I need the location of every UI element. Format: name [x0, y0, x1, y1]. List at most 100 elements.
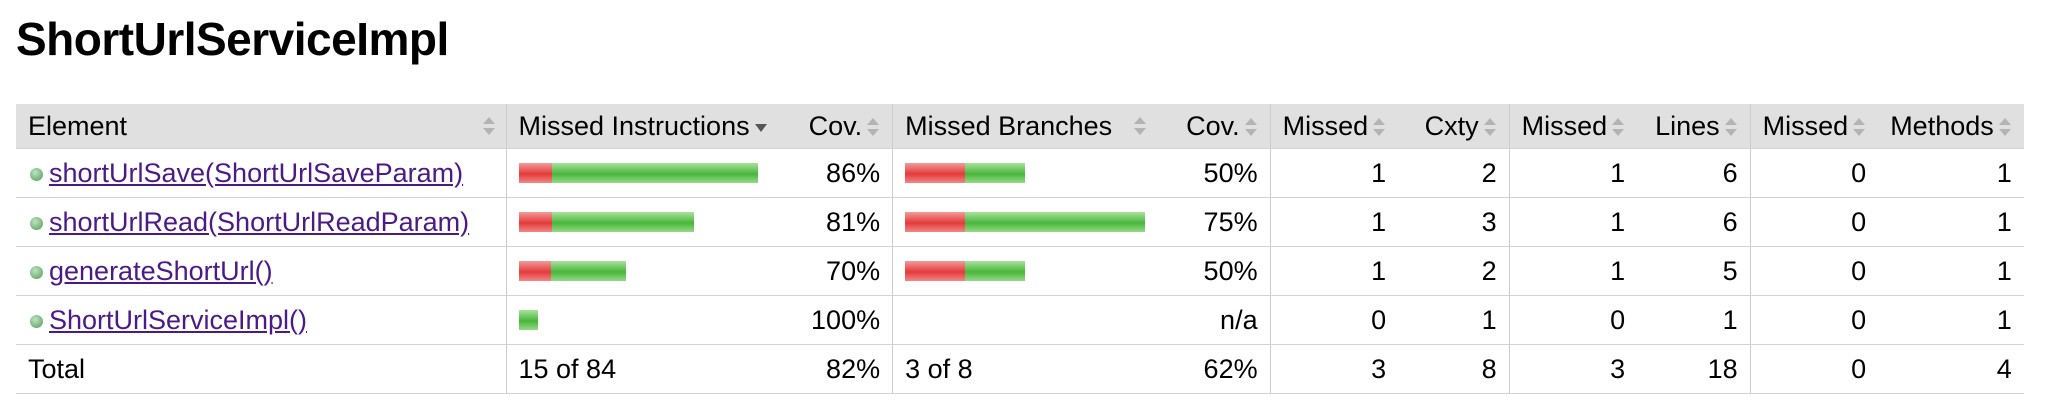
- col-header-lines[interactable]: Lines: [1637, 104, 1751, 149]
- sort-icon: [1483, 118, 1497, 137]
- branch-coverage-bar: [905, 163, 1145, 183]
- col-header-label: Lines: [1655, 110, 1720, 141]
- missed-complexity-value: 1: [1270, 246, 1399, 296]
- table-row: ShortUrlServiceImpl() 100% n/a 0 1 0 1 0…: [16, 295, 2024, 345]
- covered-segment: [965, 261, 1026, 281]
- instruction-coverage-bar: [518, 163, 768, 183]
- instruction-coverage-bar: [518, 261, 768, 281]
- instruction-coverage-bar: [518, 310, 768, 330]
- branch-coverage-bar: [905, 310, 1145, 330]
- branch-coverage-value: n/a: [1157, 295, 1271, 345]
- complexity-value: 2: [1398, 246, 1510, 296]
- element-link[interactable]: shortUrlSave(ShortUrlSaveParam): [49, 157, 464, 188]
- col-header-missed-complexity[interactable]: Missed: [1270, 104, 1399, 149]
- instruction-coverage-value: 100%: [779, 295, 894, 345]
- missed-methods-value: 0: [1750, 295, 1879, 345]
- sort-icon: [1244, 118, 1258, 137]
- sort-icon: [1133, 117, 1147, 135]
- col-header-label: Missed: [1521, 110, 1608, 141]
- total-complexity: 8: [1398, 344, 1510, 394]
- lines-value: 6: [1637, 197, 1751, 247]
- element-link[interactable]: shortUrlRead(ShortUrlReadParam): [49, 206, 470, 237]
- col-header-label: Cxty: [1424, 110, 1479, 141]
- table-row: shortUrlRead(ShortUrlReadParam) 81% 75% …: [16, 197, 2024, 247]
- instruction-bar-cell: [506, 197, 780, 247]
- missed-segment: [905, 163, 966, 183]
- covered-segment: [518, 310, 538, 330]
- element-cell: ShortUrlServiceImpl(): [16, 295, 507, 345]
- branch-bar-cell: [892, 148, 1158, 198]
- total-instruction-coverage: 82%: [779, 344, 894, 394]
- missed-segment: [905, 261, 966, 281]
- total-label: Total: [16, 344, 507, 394]
- missed-lines-value: 1: [1509, 246, 1638, 296]
- col-header-label: Missed: [1282, 110, 1369, 141]
- lines-value: 6: [1637, 148, 1751, 198]
- instruction-coverage-value: 81%: [779, 197, 894, 247]
- total-branches: 3 of 8: [892, 344, 1158, 394]
- instruction-bar-cell: [506, 148, 780, 198]
- col-header-label: Element: [28, 110, 128, 141]
- methods-value: 1: [1878, 295, 2024, 345]
- complexity-value: 2: [1398, 148, 1510, 198]
- total-instructions: 15 of 84: [506, 344, 780, 394]
- table-row: generateShortUrl() 70% 50% 1 2 1 5 0 1: [16, 246, 2024, 296]
- sort-icon: [1372, 118, 1386, 137]
- table-header-row: Element Missed Instructions Cov. Missed …: [16, 104, 2024, 149]
- method-icon: [30, 167, 43, 181]
- col-header-missed-instructions[interactable]: Missed Instructions: [506, 104, 780, 149]
- total-missed-methods: 0: [1750, 344, 1879, 394]
- page-title: ShortUrlServiceImpl: [16, 13, 449, 65]
- branch-bar-cell: [892, 295, 1158, 345]
- instruction-coverage-value: 86%: [779, 148, 894, 198]
- total-missed-lines: 3: [1509, 344, 1638, 394]
- missed-segment: [518, 261, 551, 281]
- complexity-value: 1: [1398, 295, 1510, 345]
- element-cell: shortUrlRead(ShortUrlReadParam): [16, 197, 507, 247]
- method-icon: [30, 265, 43, 279]
- sort-icon: [1852, 118, 1866, 137]
- instruction-bar-cell: [506, 295, 780, 345]
- method-icon: [30, 216, 43, 230]
- col-header-missed-lines[interactable]: Missed: [1509, 104, 1638, 149]
- total-lines: 18: [1637, 344, 1751, 394]
- col-header-label: Missed: [1762, 110, 1849, 141]
- col-header-missed-branches[interactable]: Missed Branches: [892, 104, 1158, 149]
- element-link[interactable]: ShortUrlServiceImpl(): [49, 304, 308, 335]
- covered-segment: [551, 212, 694, 232]
- missed-complexity-value: 1: [1270, 197, 1399, 247]
- sort-icon: [482, 117, 496, 135]
- element-link[interactable]: generateShortUrl(): [49, 255, 273, 286]
- col-header-label: Missed Branches: [905, 110, 1113, 141]
- total-branch-coverage: 62%: [1157, 344, 1271, 394]
- missed-methods-value: 0: [1750, 197, 1879, 247]
- missed-lines-value: 0: [1509, 295, 1638, 345]
- missed-segment: [905, 212, 966, 232]
- element-cell: shortUrlSave(ShortUrlSaveParam): [16, 148, 507, 198]
- methods-value: 1: [1878, 246, 2024, 296]
- method-icon: [30, 314, 43, 328]
- branch-coverage-bar: [905, 212, 1146, 232]
- missed-complexity-value: 1: [1270, 148, 1399, 198]
- sort-icon: [1724, 118, 1738, 137]
- lines-value: 1: [1637, 295, 1751, 345]
- lines-value: 5: [1637, 246, 1751, 296]
- col-header-instruction-coverage[interactable]: Cov.: [779, 104, 894, 149]
- missed-segment: [518, 163, 553, 183]
- missed-segment: [518, 212, 552, 232]
- col-header-branch-coverage[interactable]: Cov.: [1157, 104, 1271, 149]
- missed-complexity-value: 0: [1270, 295, 1399, 345]
- col-header-element[interactable]: Element: [16, 104, 507, 149]
- complexity-value: 3: [1398, 197, 1510, 247]
- missed-lines-value: 1: [1509, 197, 1638, 247]
- branch-coverage-value: 50%: [1157, 148, 1271, 198]
- col-header-label: Cov.: [808, 110, 863, 141]
- covered-segment: [965, 212, 1146, 232]
- col-header-complexity[interactable]: Cxty: [1398, 104, 1510, 149]
- sort-descending-icon: [754, 118, 768, 136]
- branch-bar-cell: [892, 246, 1158, 296]
- col-header-missed-methods[interactable]: Missed: [1750, 104, 1879, 149]
- branch-coverage-value: 50%: [1157, 246, 1271, 296]
- covered-segment: [965, 163, 1026, 183]
- col-header-methods[interactable]: Methods: [1878, 104, 2024, 149]
